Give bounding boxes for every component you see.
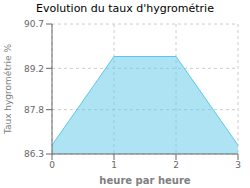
svg-text:heure par heure: heure par heure (99, 175, 190, 186)
svg-text:Taux hygrométrie %: Taux hygrométrie % (8, 43, 13, 135)
svg-text:0: 0 (49, 160, 55, 170)
svg-text:86.3: 86.3 (24, 149, 44, 159)
svg-text:89.2: 89.2 (24, 64, 44, 74)
svg-text:1: 1 (111, 160, 117, 170)
svg-text:90.7: 90.7 (24, 19, 44, 29)
svg-text:3: 3 (235, 160, 241, 170)
html-text:Evolution du taux d'hygrométri: Evolution du taux d'hygrométrie (36, 2, 214, 15)
svg-text:2: 2 (173, 160, 179, 170)
svg-text:87.8: 87.8 (24, 105, 44, 115)
